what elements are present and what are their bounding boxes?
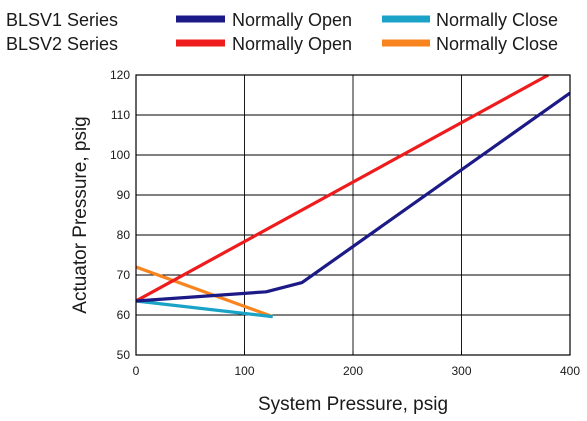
y-tick-label: 90 bbox=[117, 188, 131, 202]
y-tick-label: 70 bbox=[117, 268, 131, 282]
x-axis-ticks: 0 100 200 300 400 bbox=[133, 351, 580, 378]
plot-area bbox=[135, 74, 571, 356]
y-tick-label: 100 bbox=[110, 148, 130, 162]
series-line-blsv2-series-normally-close bbox=[136, 265, 274, 319]
y-tick-label: 110 bbox=[111, 108, 130, 122]
x-tick-label: 100 bbox=[234, 364, 254, 378]
x-tick-label: 0 bbox=[133, 364, 140, 378]
legend-label-blsv1-normally-close: Normally Close bbox=[436, 10, 558, 30]
y-tick-label: 80 bbox=[117, 228, 131, 242]
legend-group-label-blsv1: BLSV1 Series bbox=[6, 10, 118, 30]
x-axis-title: System Pressure, psig bbox=[258, 394, 448, 415]
legend-group-label-blsv2: BLSV2 Series bbox=[6, 34, 118, 54]
grid bbox=[136, 75, 570, 355]
series-layer bbox=[136, 75, 570, 319]
y-tick-label: 120 bbox=[110, 68, 130, 82]
legend-label-blsv2-normally-open: Normally Open bbox=[232, 34, 352, 54]
series-line-blsv1-series-normally-open bbox=[136, 91, 570, 303]
legend-label-blsv1-normally-open: Normally Open bbox=[232, 10, 352, 30]
legend-label-blsv2-normally-close: Normally Close bbox=[436, 34, 558, 54]
y-axis-ticks: 50 60 70 80 90 100 110 120 bbox=[110, 68, 140, 362]
x-tick-label: 200 bbox=[343, 364, 363, 378]
series-line-blsv2-series-normally-open bbox=[136, 75, 550, 303]
legend: BLSV1 Series Normally Open Normally Clos… bbox=[6, 10, 558, 54]
y-tick-label: 50 bbox=[117, 348, 131, 362]
series-line-blsv1-series-normally-close bbox=[136, 299, 273, 319]
y-axis-title: Actuator Pressure, psig bbox=[70, 116, 91, 313]
y-tick-label: 60 bbox=[117, 308, 131, 322]
x-tick-label: 300 bbox=[451, 364, 471, 378]
x-tick-label: 400 bbox=[560, 364, 580, 378]
